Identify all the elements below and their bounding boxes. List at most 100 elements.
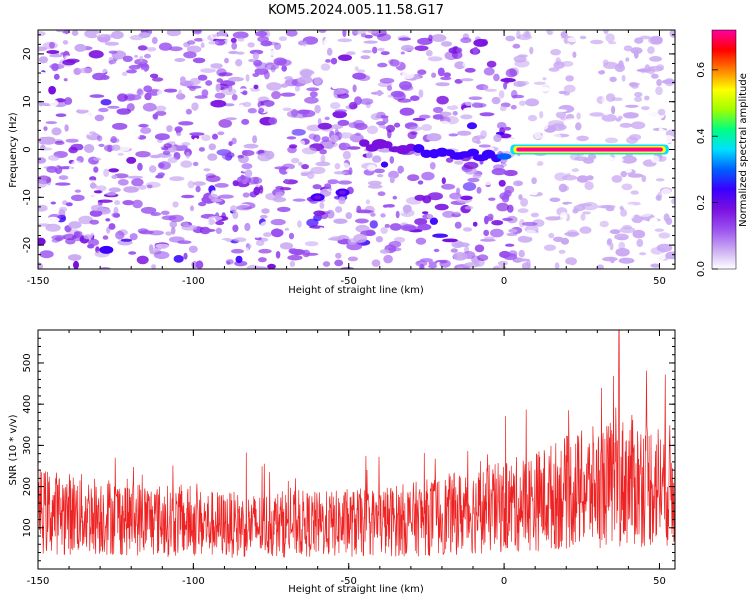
- heatmap-cell: [189, 205, 195, 212]
- heatmap-cell: [439, 111, 452, 117]
- heatmap-cell: [536, 37, 551, 45]
- heatmap-cell: [550, 133, 562, 141]
- heatmap-cell: [367, 164, 376, 172]
- heatmap-cell: [619, 122, 633, 128]
- heatmap-cell: [212, 133, 218, 140]
- heatmap-cell: [561, 263, 573, 269]
- heatmap-cell: [170, 227, 176, 235]
- snr-panel: -150 -100 -50 0 50 100 200 300 400 500 Height of…: [8, 329, 676, 595]
- heatmap-cell: [352, 30, 367, 35]
- heatmap-cell: [566, 173, 571, 177]
- heatmap-cell: [214, 183, 229, 188]
- heatmap-cell: [317, 118, 322, 125]
- heatmap-cell: [326, 47, 333, 56]
- heatmap-cell: [270, 218, 286, 226]
- heatmap-cell: [373, 168, 385, 174]
- heatmap-cell: [600, 204, 616, 209]
- y-tick-label: 20: [22, 48, 33, 61]
- heatmap-cell: [122, 200, 134, 206]
- heatmap-cell: [185, 151, 191, 159]
- heatmap-cell: [151, 36, 158, 45]
- heatmap-cell: [108, 187, 121, 193]
- heatmap-cell: [195, 260, 204, 269]
- heatmap-cell: [78, 215, 94, 225]
- heatmap-cell: [439, 259, 451, 268]
- heatmap-cell: [231, 137, 237, 145]
- heatmap-cell: [513, 180, 523, 187]
- heatmap-cell: [241, 150, 248, 155]
- heatmap-cell: [164, 88, 178, 93]
- heatmap-cell: [165, 36, 172, 43]
- heatmap-cell: [163, 143, 172, 149]
- heatmap-cell: [189, 132, 205, 136]
- heatmap-cell: [155, 105, 167, 112]
- heatmap-cell: [609, 76, 617, 83]
- heatmap-cell: [54, 140, 65, 145]
- heatmap-cell: [493, 73, 500, 82]
- heatmap-cell: [325, 59, 331, 63]
- y-tick-label: 400: [22, 395, 33, 414]
- heatmap-cell: [452, 251, 468, 261]
- heatmap-cell: [177, 229, 186, 236]
- heatmap-cell: [394, 122, 401, 128]
- heatmap-cell: [300, 140, 305, 146]
- heatmap-cell: [200, 68, 217, 73]
- heatmap-cell: [639, 35, 651, 40]
- heatmap-cell: [623, 45, 633, 52]
- heatmap-cell: [337, 180, 352, 185]
- heatmap-cell: [131, 178, 144, 187]
- heatmap-cell: [306, 87, 320, 92]
- colorbar-label: Normalized spectral amplitude: [738, 73, 749, 227]
- heatmap-cell: [153, 251, 170, 260]
- heatmap-cell: [455, 79, 460, 83]
- heatmap-cell: [656, 79, 662, 87]
- heatmap-cell: [267, 263, 276, 269]
- heatmap-cell: [163, 52, 177, 61]
- heatmap-cell: [445, 157, 454, 163]
- heatmap-cell: [661, 263, 675, 268]
- heatmap-cell: [255, 240, 265, 246]
- heatmap-cell: [88, 50, 104, 59]
- heatmap-cell: [348, 101, 358, 110]
- heatmap-cell: [634, 34, 642, 38]
- heatmap-band-core: [516, 147, 663, 152]
- heatmap-cell: [158, 42, 173, 51]
- heatmap-cell: [466, 122, 478, 130]
- heatmap-cell: [441, 183, 456, 190]
- heatmap-cell: [203, 219, 210, 227]
- heatmap-cell: [551, 30, 562, 34]
- heatmap-cell: [553, 236, 564, 242]
- heatmap-cell: [268, 50, 277, 56]
- heatmap-cell: [354, 112, 361, 119]
- heatmap-cell: [483, 236, 495, 240]
- heatmap-cell: [174, 58, 186, 62]
- heatmap-cell: [493, 266, 500, 269]
- y-tick-label: 10: [22, 95, 33, 108]
- heatmap-cell: [111, 30, 124, 40]
- heatmap-cell: [439, 30, 452, 34]
- heatmap-cell: [629, 134, 642, 141]
- heatmap-cell: [605, 33, 615, 43]
- heatmap-cell: [90, 182, 97, 189]
- heatmap-cell: [311, 73, 321, 78]
- heatmap-cell: [88, 170, 95, 177]
- heatmap-cell: [46, 216, 60, 223]
- heatmap-cell: [493, 164, 504, 171]
- heatmap-cell: [103, 168, 110, 177]
- heatmap-cell: [621, 183, 633, 191]
- heatmap-cell: [649, 217, 659, 227]
- heatmap-cell: [411, 55, 428, 64]
- colorbar-tick-label: 0.0: [696, 261, 707, 277]
- heatmap-cell: [117, 179, 129, 186]
- heatmap-spot-core: [102, 247, 110, 252]
- heatmap-cell: [89, 94, 105, 98]
- heatmap-cell: [197, 74, 208, 81]
- heatmap-cell: [82, 101, 92, 109]
- heatmap-cell: [108, 168, 119, 173]
- heatmap-cell: [252, 52, 259, 61]
- heatmap-cell: [422, 211, 429, 215]
- heatmap-cell: [292, 198, 306, 202]
- heatmap-cell: [74, 231, 80, 237]
- heatmap-drift-blob: [412, 144, 425, 153]
- heatmap-cell: [650, 247, 666, 255]
